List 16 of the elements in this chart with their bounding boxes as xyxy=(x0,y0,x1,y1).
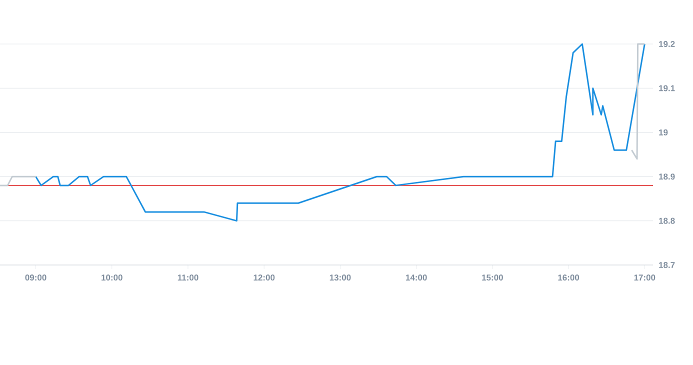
line-series xyxy=(35,43,646,222)
y-tick-label: 19.2 xyxy=(659,41,675,48)
x-tick-label: 14:00 xyxy=(406,274,427,281)
y-tick-label: 19.1 xyxy=(659,85,675,92)
y-tick-label: 18.9 xyxy=(659,174,675,180)
x-tick-label: 13:00 xyxy=(330,274,351,281)
x-tick-label: 09:00 xyxy=(25,274,46,281)
x-tick-label: 10:00 xyxy=(102,274,122,281)
y-tick-label: 18.7 xyxy=(659,262,675,268)
x-tick-label: 16:00 xyxy=(558,274,580,281)
x-tick-label: 15:00 xyxy=(482,274,503,281)
y-tick-label: 18.8 xyxy=(659,218,675,224)
y-tick-label: 19 xyxy=(659,129,668,136)
x-tick-label: 11:00 xyxy=(178,274,198,281)
x-tick-label: 12:00 xyxy=(254,274,275,281)
x-tick-label: 17:00 xyxy=(634,274,656,281)
